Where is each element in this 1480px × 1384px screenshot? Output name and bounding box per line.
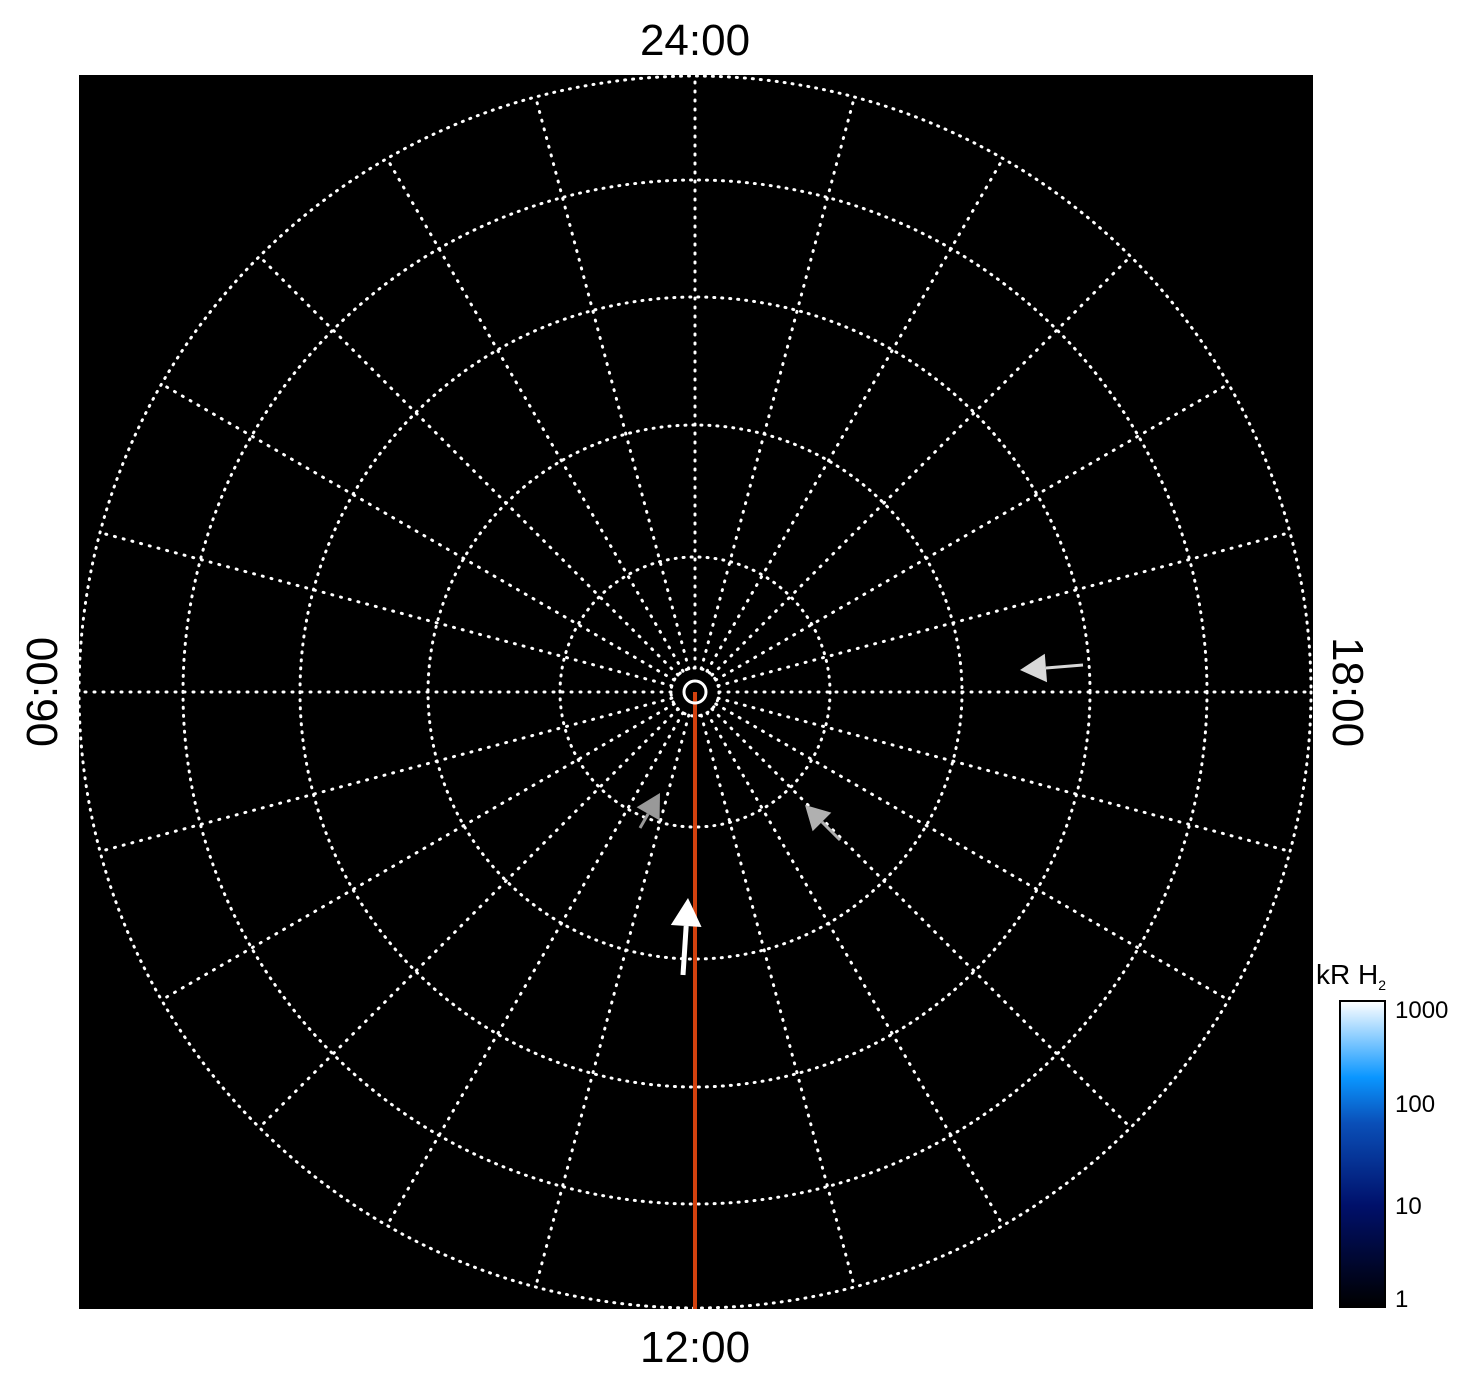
- hour-spoke: [385, 157, 685, 673]
- polar-grid: [77, 74, 1313, 1310]
- colorbar-tick-1000: 1000: [1395, 997, 1448, 1024]
- arrow-markers: [636, 653, 1084, 976]
- label-18: 18:00: [1323, 637, 1372, 747]
- hour-spoke: [716, 531, 1292, 688]
- colorbar-title: kR H2: [1316, 959, 1386, 993]
- hour-spoke: [716, 696, 1292, 853]
- hour-spoke: [534, 713, 691, 1289]
- hour-spoke: [705, 711, 1005, 1227]
- arrow-marker: [670, 898, 702, 976]
- hour-spoke: [534, 95, 691, 671]
- arrow-marker: [1020, 653, 1084, 683]
- colorbar-tick-10: 10: [1395, 1193, 1422, 1220]
- hour-spoke: [710, 707, 1133, 1130]
- hour-spoke: [98, 531, 674, 688]
- hour-spoke: [714, 382, 1230, 682]
- colorbar-tick-100: 100: [1395, 1091, 1435, 1118]
- hour-spoke: [705, 157, 1005, 673]
- colorbar-tick-1: 1: [1395, 1286, 1408, 1313]
- label-12: 12:00: [640, 1323, 750, 1372]
- latitude-circle: [558, 555, 832, 829]
- label-24: 24:00: [640, 16, 750, 65]
- hour-spoke: [257, 707, 680, 1130]
- hour-spoke: [714, 702, 1230, 1002]
- pole-marker: [682, 679, 708, 705]
- hour-spoke: [98, 696, 674, 853]
- label-06: 06:00: [18, 637, 67, 747]
- hour-spoke: [160, 382, 676, 682]
- hour-spoke: [160, 702, 676, 1002]
- hour-spoke: [257, 254, 680, 677]
- colorbar: [1339, 1000, 1386, 1308]
- hour-spoke: [699, 95, 856, 671]
- arrow-marker: [805, 805, 842, 842]
- hour-spoke: [710, 254, 1133, 677]
- hour-spoke: [699, 713, 856, 1289]
- hour-spoke: [385, 711, 685, 1227]
- arrow-marker: [636, 793, 660, 829]
